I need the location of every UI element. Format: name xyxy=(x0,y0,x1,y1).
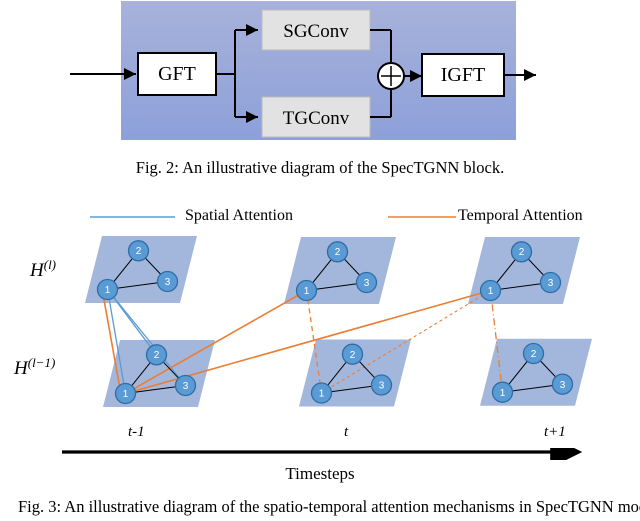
svg-text:1: 1 xyxy=(105,285,111,296)
svg-text:3: 3 xyxy=(560,380,566,391)
svg-text:TGConv: TGConv xyxy=(283,108,350,129)
svg-text:1: 1 xyxy=(304,286,310,297)
svg-text:2: 2 xyxy=(136,246,142,257)
svg-text:2: 2 xyxy=(519,247,525,258)
svg-text:SGConv: SGConv xyxy=(283,21,349,42)
svg-text:2: 2 xyxy=(350,350,356,361)
svg-text:3: 3 xyxy=(165,277,171,288)
svg-text:3: 3 xyxy=(183,381,189,392)
svg-text:1: 1 xyxy=(319,389,325,400)
svg-text:1: 1 xyxy=(500,388,506,399)
svg-text:3: 3 xyxy=(548,278,554,289)
svg-text:3: 3 xyxy=(379,381,385,392)
svg-text:2: 2 xyxy=(335,247,341,258)
svg-text:2: 2 xyxy=(531,349,537,360)
svg-text:IGFT: IGFT xyxy=(441,64,485,86)
svg-text:1: 1 xyxy=(488,286,494,297)
svg-text:GFT: GFT xyxy=(158,63,196,85)
svg-text:3: 3 xyxy=(364,278,370,289)
svg-text:1: 1 xyxy=(123,389,129,400)
svg-text:2: 2 xyxy=(154,350,160,361)
